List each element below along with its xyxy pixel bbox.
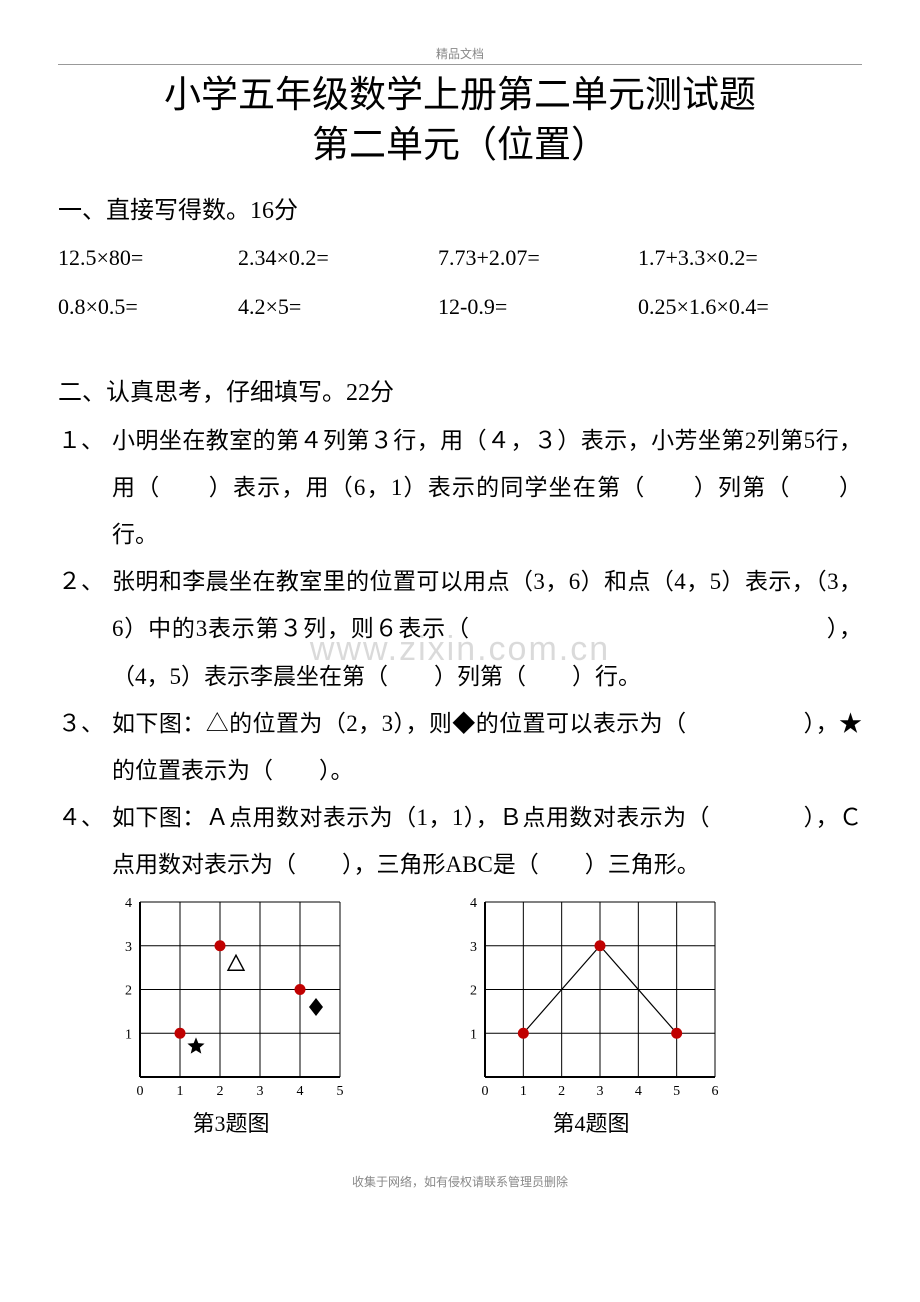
calc-cell: 1.7+3.3×0.2=	[638, 234, 862, 282]
calc-cell: 2.34×0.2=	[238, 234, 438, 282]
svg-text:1: 1	[470, 1028, 477, 1043]
footer-text: 收集于网络，如有侵权请联系管理员删除	[58, 1173, 862, 1190]
svg-text:3: 3	[125, 940, 132, 955]
svg-text:3: 3	[470, 940, 477, 955]
fig4-caption: 第4题图	[461, 1106, 721, 1138]
svg-text:5: 5	[337, 1084, 344, 1099]
svg-text:3: 3	[257, 1084, 264, 1099]
calc-cell: 12.5×80=	[58, 234, 238, 282]
calc-row-2: 0.8×0.5= 4.2×5= 12-0.9= 0.25×1.6×0.4=	[58, 283, 862, 331]
calc-cell: 0.8×0.5=	[58, 283, 238, 331]
calc-row-1: 12.5×80= 2.34×0.2= 7.73+2.07= 1.7+3.3×0.…	[58, 234, 862, 282]
svg-text:5: 5	[673, 1084, 680, 1099]
fig3-caption: 第3题图	[116, 1106, 346, 1138]
header-small: 精品文档	[58, 45, 862, 65]
q3-body: 如下图：△的位置为（2，3），则◆的位置可以表示为（ ），★的位置表示为（ ）。	[112, 700, 862, 794]
svg-text:1: 1	[520, 1084, 527, 1099]
q1-body: 小明坐在教室的第４列第３行，用（４，３）表示，小芳坐第2列第5行，用（ ）表示，…	[112, 417, 862, 558]
q4-body: 如下图：Ａ点用数对表示为（1，1），Ｂ点用数对表示为（ ），Ｃ点用数对表示为（ …	[112, 794, 862, 888]
q1-num: １、	[58, 417, 112, 558]
q3-num: ３、	[58, 700, 112, 794]
title-line-1: 小学五年级数学上册第二单元测试题	[58, 71, 862, 121]
title-line-2: 第二单元（位置）	[58, 121, 862, 171]
q2-num: ２、	[58, 558, 112, 699]
svg-text:6: 6	[712, 1084, 719, 1099]
section-2-head: 二、认真思考，仔细填写。22分	[58, 371, 862, 417]
svg-text:3: 3	[597, 1084, 604, 1099]
q2-body: 张明和李晨坐在教室里的位置可以用点（3，6）和点（4，5）表示，（3，6）中的3…	[112, 558, 862, 699]
calc-cell: 12-0.9=	[438, 283, 638, 331]
svg-text:4: 4	[470, 896, 477, 911]
svg-text:4: 4	[125, 896, 132, 911]
calc-cell: 7.73+2.07=	[438, 234, 638, 282]
section-1-head: 一、直接写得数。16分	[58, 189, 862, 235]
calc-cell: 0.25×1.6×0.4=	[638, 283, 862, 331]
chart-3: 0 1 2 3 4 5 1 2 3 4	[116, 896, 346, 1101]
svg-text:4: 4	[297, 1084, 304, 1099]
q4-num: ４、	[58, 794, 112, 888]
svg-text:0: 0	[482, 1084, 489, 1099]
svg-text:1: 1	[177, 1084, 184, 1099]
svg-text:0: 0	[137, 1084, 144, 1099]
calc-cell: 4.2×5=	[238, 283, 438, 331]
svg-text:4: 4	[635, 1084, 642, 1099]
svg-text:2: 2	[217, 1084, 224, 1099]
svg-text:2: 2	[125, 984, 132, 999]
chart-4: 0 1 2 3 4 5 6 1 2 3 4	[461, 896, 721, 1101]
svg-text:2: 2	[558, 1084, 565, 1099]
svg-text:2: 2	[470, 984, 477, 999]
svg-text:1: 1	[125, 1028, 132, 1043]
